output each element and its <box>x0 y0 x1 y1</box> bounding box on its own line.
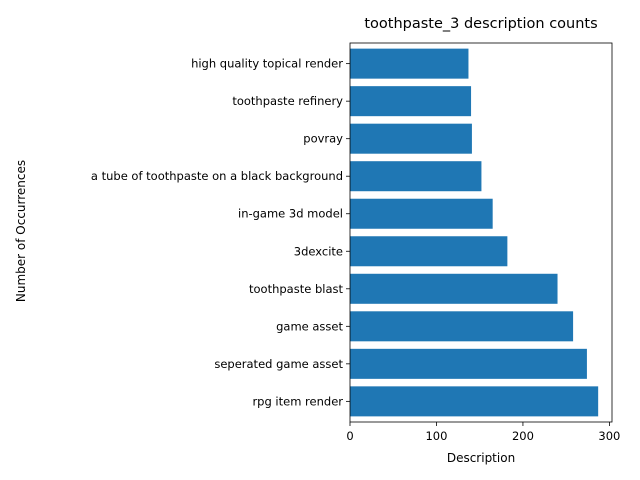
bar <box>350 348 587 379</box>
y-tick-label: rpg item render <box>252 394 343 408</box>
y-axis-label: Number of Occurrences <box>14 160 28 302</box>
chart-title: toothpaste_3 description counts <box>364 16 597 32</box>
y-tick-label: toothpaste refinery <box>232 94 343 108</box>
x-tick-label: 200 <box>512 429 534 443</box>
x-tick-label: 0 <box>346 429 353 443</box>
y-tick-label: seperated game asset <box>214 357 343 371</box>
bar <box>350 198 493 229</box>
x-tick-label: 300 <box>598 429 620 443</box>
y-tick-label: a tube of toothpaste on a black backgrou… <box>91 169 343 183</box>
y-tick-label: game asset <box>276 319 343 333</box>
x-axis-label: Description <box>447 451 515 465</box>
axes-frame <box>349 42 613 423</box>
bar <box>350 123 472 154</box>
y-tick-label: 3dexcite <box>294 244 343 258</box>
bar <box>350 86 472 117</box>
bar <box>350 386 599 417</box>
plot-area: rpg item render seperated game asset game … <box>91 42 620 443</box>
bar <box>350 311 574 342</box>
bar <box>350 236 508 267</box>
y-tick-label: high quality topical render <box>191 57 343 71</box>
y-tick-label: povray <box>303 132 343 146</box>
x-tick-label: 100 <box>425 429 447 443</box>
y-tick-label: toothpaste blast <box>249 282 343 296</box>
bar <box>350 161 482 192</box>
bar <box>350 48 469 79</box>
bar <box>350 273 558 304</box>
y-tick-label: in-game 3d model <box>238 207 343 221</box>
